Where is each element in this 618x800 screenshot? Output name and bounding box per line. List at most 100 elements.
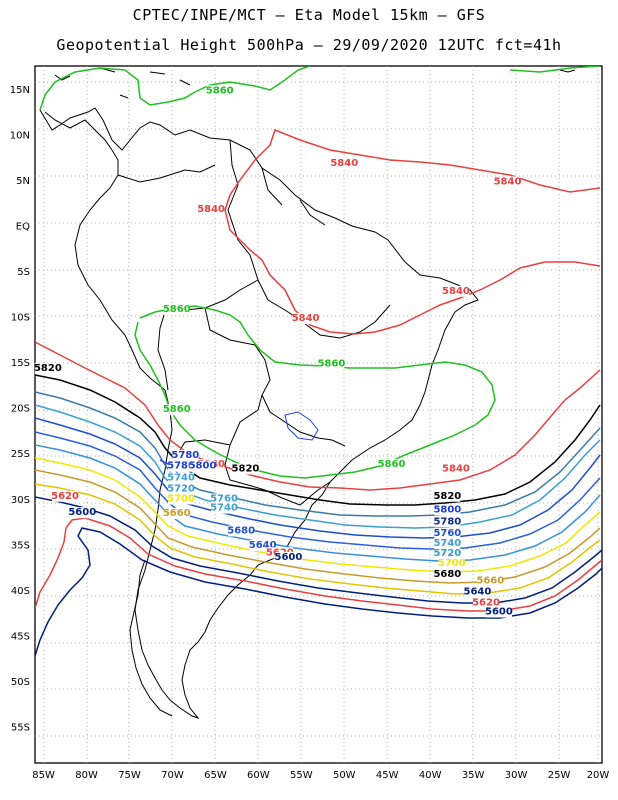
contour-label: 5860 [206,85,234,96]
contour-label-bg [473,597,500,609]
contour-5720 [35,444,601,562]
contour-label: 5620 [472,597,500,608]
contour-label-bg [378,458,405,470]
contour-label-bg [211,493,237,505]
contour-label-bg [485,606,512,618]
lon-label: 85W [32,770,55,781]
contour-label: 5700 [167,494,195,505]
contour-label-bg [434,538,461,550]
contours [35,66,602,657]
contour-label: 5760 [210,494,238,505]
lat-label: 5N [16,176,30,187]
contour-label: 5860 [317,359,345,370]
chart-title-line1: CPTEC/INPE/MCT – Eta Model 15km – GFS [132,6,486,24]
contour-label: 5840 [292,313,320,324]
contour-label: 5840 [330,158,358,169]
contour-5860-north [39,66,311,111]
contour-label-bg [442,463,469,475]
contour-label: 5820 [34,363,62,374]
contour-label: 5840 [494,176,522,187]
contour-label-bg [168,472,195,484]
contour-label: 5780 [171,450,199,461]
contour-label-bg [464,586,491,598]
contour-label-bg [172,449,199,461]
contour-label-bg [211,502,237,514]
contour-label: 5840 [442,286,470,297]
gridlines [35,66,602,763]
contour-label-bg [228,525,255,537]
plot-frame [34,65,603,764]
contour-label-bg [168,493,195,505]
chart-title-line2: Geopotential Height 500hPa – 29/09/2020 … [56,36,562,54]
contour-5760 [35,417,601,539]
contour-5840-south-brazil [224,209,601,335]
contour-label: 5820 [433,491,461,502]
lat-label: 30S [11,495,30,506]
contour-5600 [35,527,602,657]
lat-label: 40S [11,586,30,597]
lon-label: 45W [376,770,399,781]
contour-label-bg [275,551,302,563]
lon-label: 75W [118,770,141,781]
contour-label-bg [69,507,96,519]
contour-label: 5760 [433,528,461,539]
latitude-labels: 15N 10N 5N EQ 5S 10S 15S 20S 25S 30S 35S 40S 45S 50S 5… [10,85,30,734]
contour-label-bg [434,516,461,528]
lon-label: 80W [75,770,98,781]
lat-label: 15S [11,358,30,369]
patagonia-fjords [129,559,173,717]
contour-label-bg [434,528,461,540]
contour-label: 5620 [51,491,79,502]
lon-label: 35W [462,770,485,781]
lat-label: 50S [11,677,30,688]
lat-label: 55S [11,723,30,734]
contour-5860-north-right [509,66,601,73]
contour-label: 5800 [433,504,461,515]
contour-label: 5740 [210,503,238,514]
contour-label: 5600 [275,552,303,563]
contour-label-bg [232,463,259,475]
contour-label: 5840 [442,463,470,474]
contour-label-bg [168,483,195,495]
contour-label-bg [34,363,61,375]
contour-labels: 5860 5840 5840 5840 5840 5840 5860 5860 5860 5820… [34,85,522,618]
lon-label: 60W [247,770,270,781]
lon-label: 70W [161,770,184,781]
contour-label-bg [318,358,345,370]
lat-label: 45S [11,631,30,642]
lon-label: 65W [204,770,227,781]
contour-label: 5680 [227,525,255,536]
lake [284,411,319,441]
contour-label: 5820 [232,463,260,474]
contour-label: 5600 [68,507,96,518]
contour-label: 5720 [167,483,195,494]
contour-label: 5660 [163,508,191,519]
longitude-labels: 85W 80W 75W 70W 65W 60W 55W 50W 45W 40W 35W 30W 25W 2… [32,770,609,781]
contour-label-bg [206,85,233,97]
contour-label-bg [434,548,461,560]
contour-label: 5860 [163,404,191,415]
contour-label-bg [189,460,216,472]
contour-5860-central [134,305,496,479]
lat-label: 25S [11,449,30,460]
contour-5680 [35,469,601,584]
lat-label: 10N [10,130,30,141]
contour-label: 5720 [433,548,461,559]
contour-label: 5800 [189,461,217,472]
contour-label-bg [438,558,465,570]
contour-label-bg [434,490,461,502]
contour-5780 [35,404,601,529]
contour-label: 5840 [197,204,225,215]
contour-label-bg [434,569,461,581]
contour-label: 5680 [433,569,461,580]
contour-5800 [35,391,601,517]
lon-label: 30W [505,770,528,781]
contour-label: 5860 [378,459,406,470]
lat-label: 35S [11,540,30,551]
caribbean-islands [54,67,576,99]
contour-label-bg [52,490,79,502]
contour-5660 [35,483,601,595]
lat-label: 20S [11,404,30,415]
contour-label-bg [442,285,469,297]
